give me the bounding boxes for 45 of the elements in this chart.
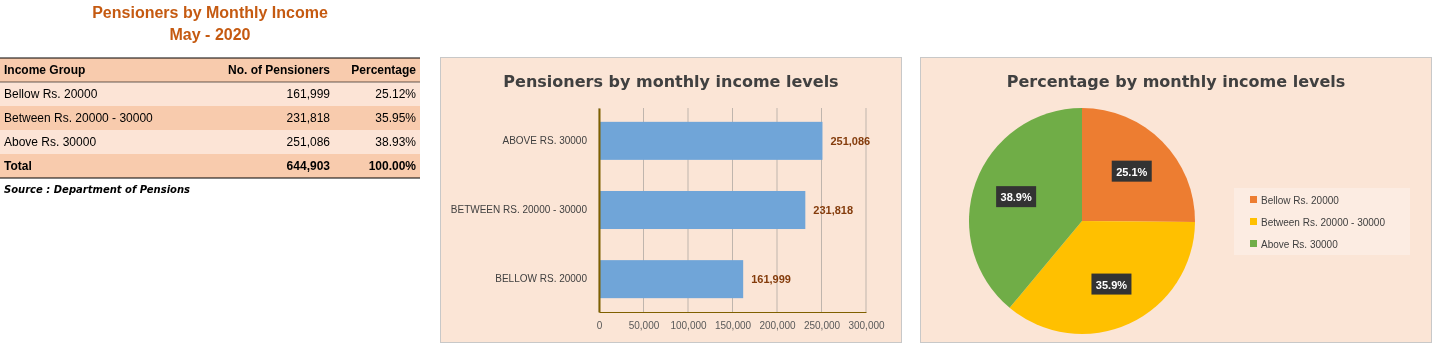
source-note: Source : Department of Pensions: [4, 184, 191, 195]
data-label: 38.9%: [1000, 191, 1032, 204]
x-tick-label: 0: [596, 320, 603, 332]
legend-label: Between Rs. 20000 - 30000: [1261, 217, 1386, 228]
text: Bellow Rs. 20000: [4, 87, 98, 101]
text: 100.00%: [368, 159, 417, 173]
text: May - 2020: [169, 26, 251, 43]
bar: [599, 121, 823, 160]
text: 231,818: [286, 111, 331, 125]
legend-label: Bellow Rs. 20000: [1261, 195, 1340, 206]
text: 38.93%: [375, 135, 417, 149]
x-tick-label: 200,000: [759, 320, 797, 332]
x-tick-label: 250,000: [803, 320, 841, 332]
text: Percentage: [351, 63, 417, 77]
pie-slice: [1082, 108, 1195, 222]
text: 161,999: [286, 87, 331, 101]
bar: [599, 190, 806, 230]
text: Pensioners by Monthly Income: [92, 4, 328, 21]
data-label: 35.9%: [1095, 278, 1128, 291]
y-tick-label: ABOVE RS. 30000: [502, 135, 588, 147]
y-tick-label: BETWEEN RS. 20000 - 30000: [450, 204, 588, 216]
pie-slice: [1009, 221, 1195, 334]
text: 644,903: [286, 159, 331, 173]
x-tick-label: 300,000: [848, 320, 886, 332]
data-label: 231,818: [813, 204, 854, 216]
y-tick-label: BELLOW RS. 20000: [495, 273, 588, 285]
text: Above Rs. 30000: [4, 135, 97, 149]
text: Income Group: [4, 63, 86, 77]
x-tick-label: 50,000: [628, 320, 660, 332]
text: 25.12%: [375, 87, 417, 101]
text: Between Rs. 20000 - 30000: [4, 111, 154, 125]
bar: [599, 260, 744, 299]
text: 35.95%: [375, 111, 417, 125]
text: 251,086: [286, 135, 331, 149]
data-label: 25.1%: [1116, 165, 1148, 178]
text: Total: [4, 159, 32, 173]
x-tick-label: 100,000: [670, 320, 708, 332]
data-label: 161,999: [751, 273, 791, 286]
x-tick-label: 150,000: [714, 320, 752, 332]
text: No. of Pensioners: [227, 63, 331, 77]
chart-title: Pensioners by monthly income levels: [503, 72, 839, 91]
chart-title: Percentage by monthly income levels: [1006, 72, 1346, 91]
pie-slice: [969, 108, 1082, 308]
data-label: 251,086: [830, 134, 871, 147]
legend-label: Above Rs. 30000: [1261, 239, 1339, 250]
